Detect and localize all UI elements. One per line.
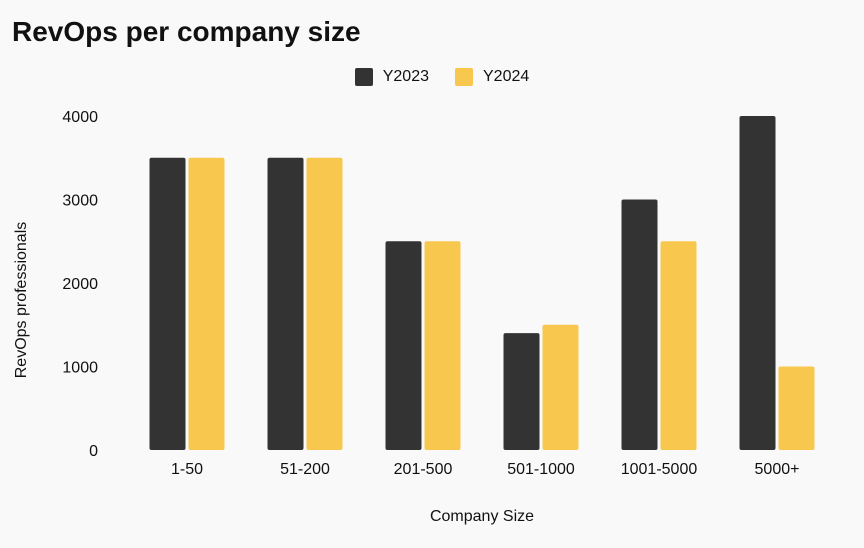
x-tick-label: 501-1000	[507, 461, 575, 478]
bar-y2023-201-500[interactable]	[385, 241, 422, 450]
x-axis-title: Company Size	[430, 508, 534, 525]
y-tick-label: 2000	[62, 276, 98, 293]
x-tick-label: 1-50	[171, 461, 203, 478]
bar-y2023-501-1000[interactable]	[503, 333, 540, 450]
bar-y2024-5000+[interactable]	[778, 366, 815, 451]
bars	[149, 116, 815, 451]
bar-y2024-1-50[interactable]	[188, 157, 225, 450]
bar-y2023-1001-5000[interactable]	[621, 199, 658, 451]
y-tick-label: 3000	[62, 193, 98, 210]
x-tick-label: 201-500	[394, 461, 453, 478]
legend-item-y2024[interactable]: Y2024	[455, 68, 529, 86]
y-axis-title: RevOps professionals	[13, 222, 30, 379]
y-tick-label: 0	[89, 443, 98, 460]
bar-y2023-1-50[interactable]	[149, 157, 186, 450]
legend-swatch-y2023	[354, 68, 373, 86]
bar-y2024-501-1000[interactable]	[542, 324, 579, 450]
x-axis-ticks: 1-50 51-200 201-500 501-1000 1001-5000 5000+	[171, 461, 799, 478]
legend: Y2023 Y2024	[0, 68, 864, 86]
legend-swatch-y2024	[455, 68, 473, 86]
bar-y2023-5000+[interactable]	[739, 116, 776, 450]
bar-y2024-1001-5000[interactable]	[660, 241, 697, 450]
bar-y2024-201-500[interactable]	[424, 241, 461, 450]
bar-y2024-51-200[interactable]	[306, 157, 343, 450]
x-tick-label: 1001-5000	[621, 461, 698, 478]
bar-y2023-51-200[interactable]	[267, 157, 304, 450]
x-tick-label: 51-200	[280, 461, 330, 478]
y-tick-label: 4000	[62, 109, 98, 126]
y-tick-label: 1000	[62, 360, 98, 377]
chart-title: RevOps per company size	[12, 16, 361, 47]
legend-item-y2023[interactable]: Y2023	[354, 68, 429, 86]
legend-label-y2023: Y2023	[382, 68, 429, 85]
legend-label-y2024: Y2024	[483, 68, 530, 85]
x-tick-label: 5000+	[755, 461, 800, 478]
y-axis-ticks: 0 1000 2000 3000 4000	[62, 109, 98, 460]
